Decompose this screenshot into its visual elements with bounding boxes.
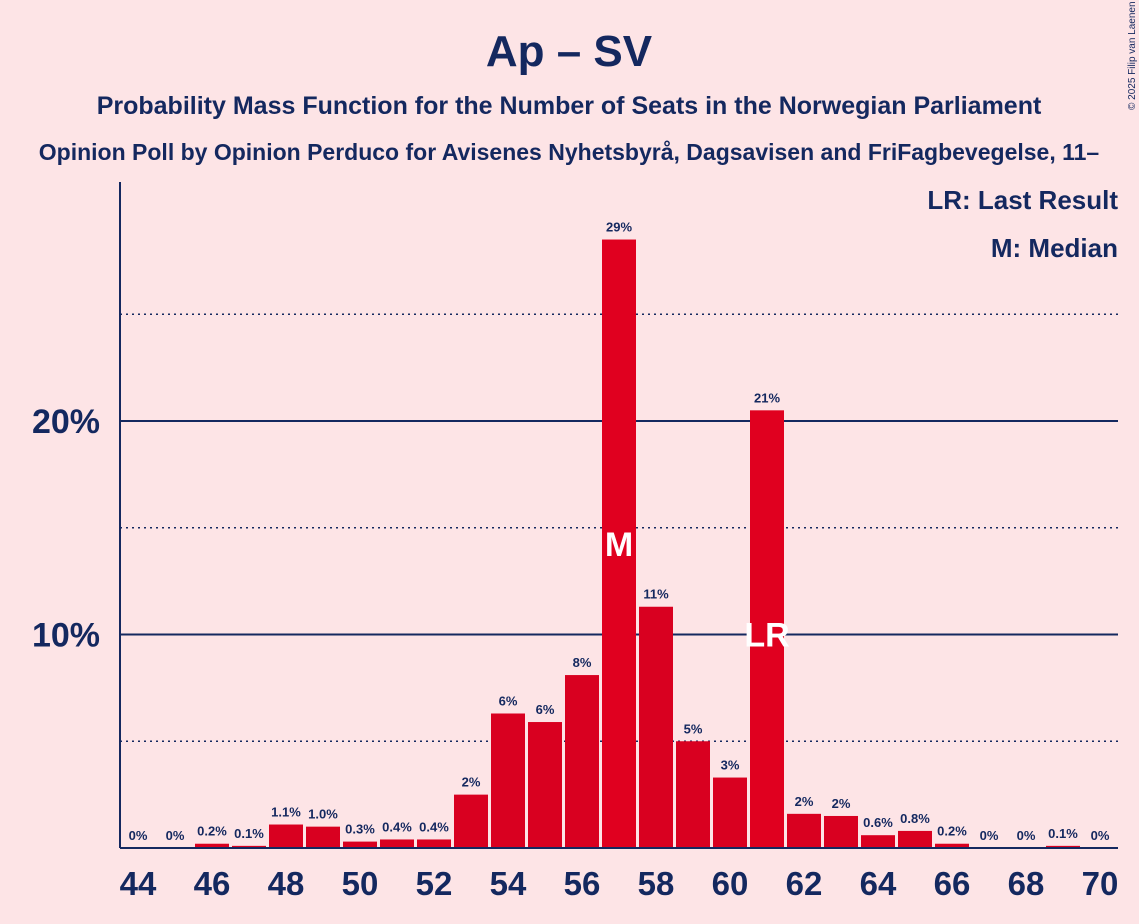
bar-seat-60 [713,777,747,848]
x-tick-label: 48 [268,865,305,902]
chart-subtitle: Probability Mass Function for the Number… [97,92,1042,120]
bar-seat-61 [750,410,784,848]
data-label-seat-54: 6% [499,693,518,708]
data-label-seat-48: 1.1% [271,805,301,820]
x-tick-label: 52 [416,865,453,902]
x-tick-label: 50 [342,865,379,902]
data-label-seat-61: 21% [754,390,780,405]
data-label-seat-68: 0% [1017,828,1036,843]
copyright-notice: © 2025 Filip van Laenen [1127,1,1138,110]
bar-seat-54 [491,713,525,848]
data-label-seat-50: 0.3% [345,822,375,837]
median-marker: M [605,526,633,564]
bar-seat-59 [676,741,710,848]
y-tick-label: 10% [32,617,100,655]
bar-seat-50 [343,841,377,848]
data-label-seat-52: 0.4% [419,819,449,834]
x-tick-label: 56 [564,865,601,902]
data-labels: 0% 0% 0.2% 0.1% 1.1% 1.0% 0.3% 0.4% 0.4% 2% 6% 6% 8%… [129,220,1110,843]
chart-subsubtitle: Opinion Poll by Opinion Perduco for Avis… [39,139,1100,165]
bar-seat-65 [898,830,932,848]
bar-seat-53 [454,794,488,848]
bar-seat-46 [195,843,229,848]
bar-seat-51 [380,839,414,848]
data-label-seat-57: 29% [606,220,632,235]
bar-seat-47 [232,845,266,848]
bar-seat-49 [306,826,340,848]
axes: 44 46 48 50 52 54 56 58 60 62 64 66 68 70 10% 20% [32,182,1118,902]
bar-seat-63 [824,815,858,848]
data-label-seat-62: 2% [795,794,814,809]
data-label-seat-60: 3% [721,758,740,773]
data-label-seat-55: 6% [536,702,555,717]
data-label-seat-51: 0.4% [382,819,412,834]
data-label-seat-63: 2% [832,796,851,811]
bar-seat-56 [565,675,599,848]
bar-seat-66 [935,843,969,848]
bar-seat-57 [602,239,636,848]
x-tick-label: 60 [712,865,749,902]
data-label-seat-65: 0.8% [900,811,930,826]
bar-seat-58 [639,606,673,848]
data-label-seat-67: 0% [980,828,999,843]
bar-seat-69 [1046,845,1080,848]
data-label-seat-56: 8% [573,655,592,670]
bar-seat-64 [861,835,895,848]
x-tick-label: 68 [1008,865,1045,902]
x-tick-label: 58 [638,865,675,902]
data-label-seat-66: 0.2% [937,824,967,839]
data-label-seat-49: 1.0% [308,807,338,822]
x-tick-label: 46 [194,865,231,902]
x-tick-label: 66 [934,865,971,902]
data-label-seat-45: 0% [166,828,185,843]
bar-seat-62 [787,813,821,848]
x-tick-label: 62 [786,865,823,902]
data-label-seat-53: 2% [462,775,481,790]
data-label-seat-59: 5% [684,721,703,736]
data-label-seat-47: 0.1% [234,826,264,841]
data-label-seat-44: 0% [129,828,148,843]
data-label-seat-64: 0.6% [863,815,893,830]
data-label-seat-58: 11% [643,587,669,602]
data-label-seat-70: 0% [1091,828,1110,843]
bars [195,239,1080,848]
y-tick-label: 20% [32,403,100,441]
x-tick-label: 64 [860,865,897,902]
data-label-seat-69: 0.1% [1048,826,1078,841]
bar-seat-48 [269,824,303,848]
data-label-seat-46: 0.2% [197,824,227,839]
chart-title: Ap – SV [486,27,653,76]
last-result-marker: LR [744,617,789,655]
bar-seat-52 [417,839,451,848]
x-tick-label: 70 [1082,865,1119,902]
legend-last-result: LR: Last Result [927,185,1118,215]
x-tick-label: 44 [120,865,157,902]
legend-median: M: Median [991,233,1118,263]
x-tick-label: 54 [490,865,527,902]
bar-seat-55 [528,722,562,848]
